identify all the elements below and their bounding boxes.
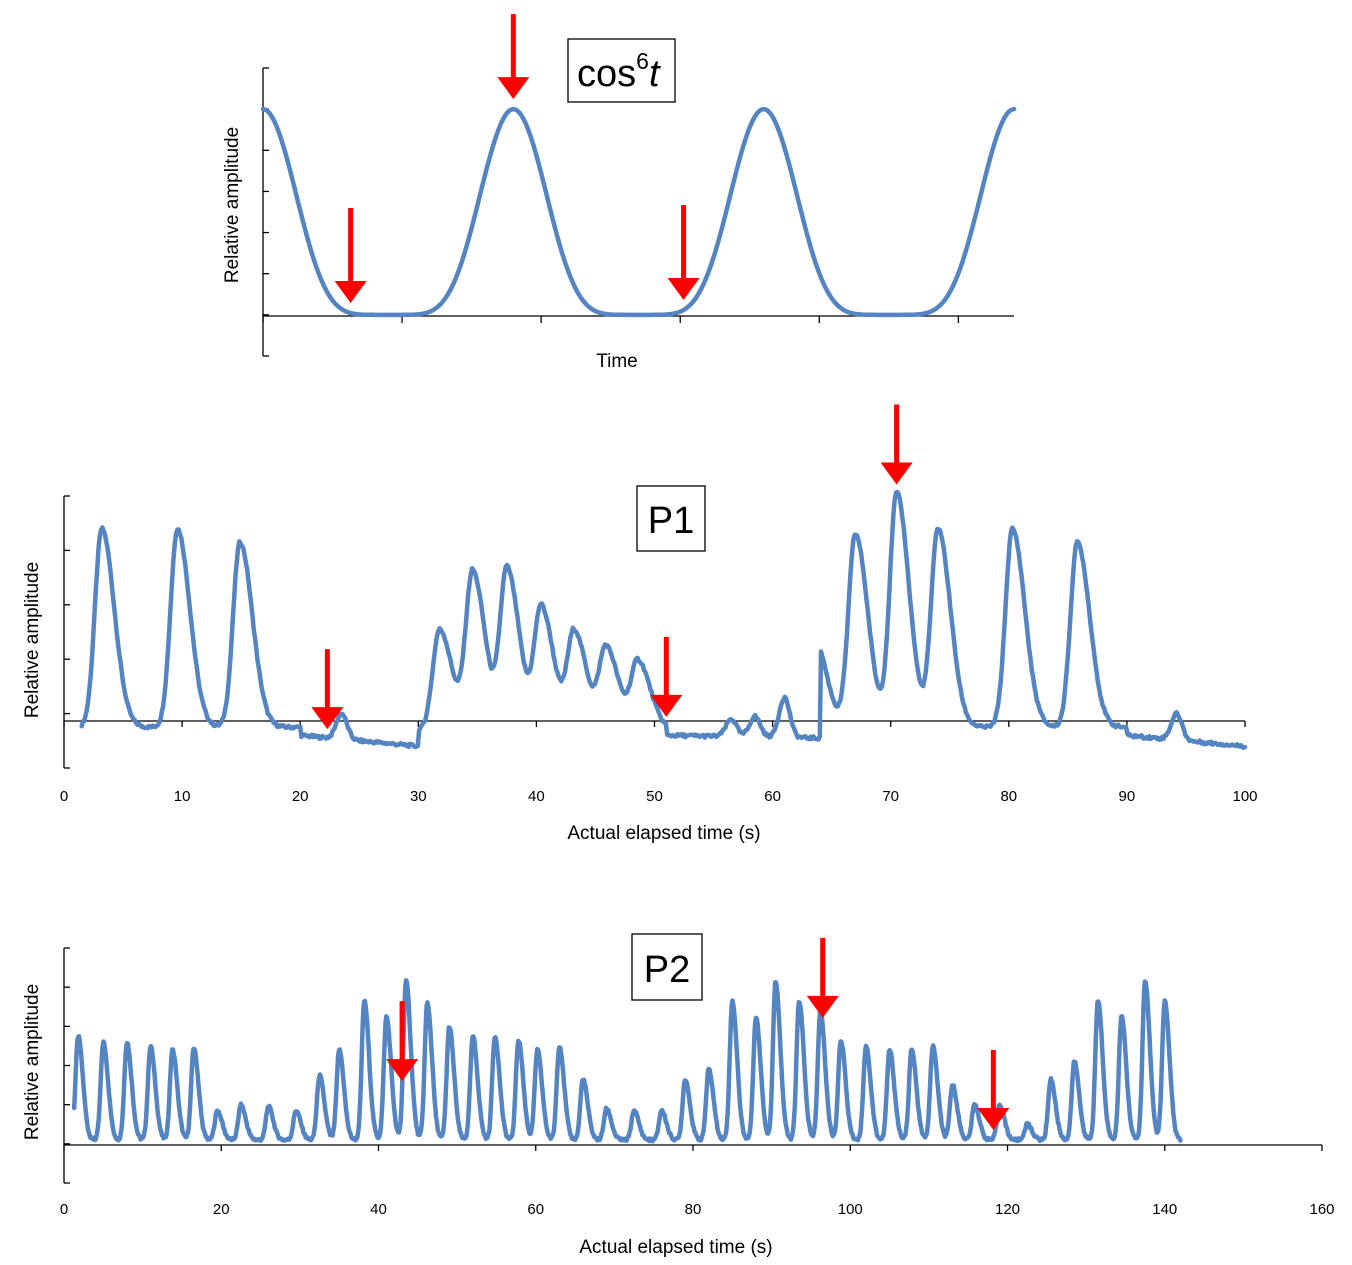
p1-title: P1: [648, 500, 694, 542]
x-tick-label: 50: [646, 788, 663, 805]
x-tick-label: 0: [60, 788, 68, 805]
x-tick-label: 80: [685, 1201, 702, 1218]
cos6-title-box: cos6t: [567, 38, 676, 103]
p1-x-label: Actual elapsed time (s): [567, 823, 760, 844]
panel-p1: 0 10 20 30 40 50 60 70 80 90 100 P1 Actual elapsed…: [22, 404, 1258, 844]
red-arrow-icon: [386, 1001, 419, 1082]
p1-x-ticks: 0 10 20 30 40 50 60 70 80 90 100: [60, 721, 1258, 805]
x-tick-label: 20: [213, 1201, 230, 1218]
cos6-title: cos6t: [577, 48, 661, 95]
p1-title-frame: [636, 485, 706, 552]
red-arrow-icon: [334, 208, 367, 304]
p2-x-ticks: 0 20 40 60 80 100 120 140 160: [60, 1145, 1335, 1218]
x-tick-label: 40: [528, 788, 545, 805]
red-arrow-icon: [667, 204, 700, 300]
x-tick-label: 140: [1152, 1201, 1177, 1218]
p1-title-box: P1: [636, 485, 706, 552]
x-tick-label: 60: [764, 788, 781, 805]
p2-y-label: Relative amplitude: [22, 984, 43, 1140]
p2-arrows: [386, 937, 1010, 1131]
x-tick-label: 0: [60, 1201, 68, 1218]
x-tick-label: 30: [410, 788, 427, 805]
panel-cos6: cos6t Time Relative amplitude: [222, 14, 1017, 372]
cos6-y-label: Relative amplitude: [222, 127, 243, 283]
cos6-x-label: Time: [596, 351, 638, 372]
x-tick-label: 60: [527, 1201, 544, 1218]
p2-x-label: Actual elapsed time (s): [579, 1237, 772, 1258]
p1-arrows: [311, 404, 913, 730]
cos6-arrows: [334, 14, 700, 304]
p2-title-frame: [631, 933, 703, 1001]
x-tick-label: 10: [174, 788, 191, 805]
p1-y-ticks: [64, 495, 70, 769]
x-tick-label: 160: [1309, 1201, 1334, 1218]
x-tick-label: 80: [1000, 788, 1017, 805]
x-tick-label: 90: [1119, 788, 1136, 805]
panel-p2: 0 20 40 60 80 100 120 140 160 P2 Actual elapsed …: [22, 933, 1335, 1258]
x-tick-label: 120: [995, 1201, 1020, 1218]
cos6-x-ticks: [262, 316, 960, 323]
p2-title: P2: [644, 949, 690, 991]
red-arrow-icon: [497, 14, 530, 100]
p2-y-ticks: [64, 947, 70, 1184]
x-tick-label: 100: [1232, 788, 1257, 805]
x-tick-label: 100: [838, 1201, 863, 1218]
p1-y-label: Relative amplitude: [22, 562, 43, 718]
red-arrow-icon: [806, 937, 839, 1018]
x-tick-label: 40: [370, 1201, 387, 1218]
p1-series-line: [79, 489, 1248, 750]
p2-title-box: P2: [631, 933, 703, 1001]
red-arrow-icon: [977, 1050, 1010, 1131]
red-arrow-icon: [311, 649, 344, 730]
x-tick-label: 70: [882, 788, 899, 805]
x-tick-label: 20: [292, 788, 309, 805]
cos6-title-frame: [567, 38, 676, 103]
cos6-series-line: [260, 106, 1017, 318]
red-arrow-icon: [880, 404, 913, 485]
p2-series-line: [71, 978, 1183, 1144]
cos6-y-ticks: [263, 67, 269, 357]
red-arrow-icon: [650, 636, 683, 717]
